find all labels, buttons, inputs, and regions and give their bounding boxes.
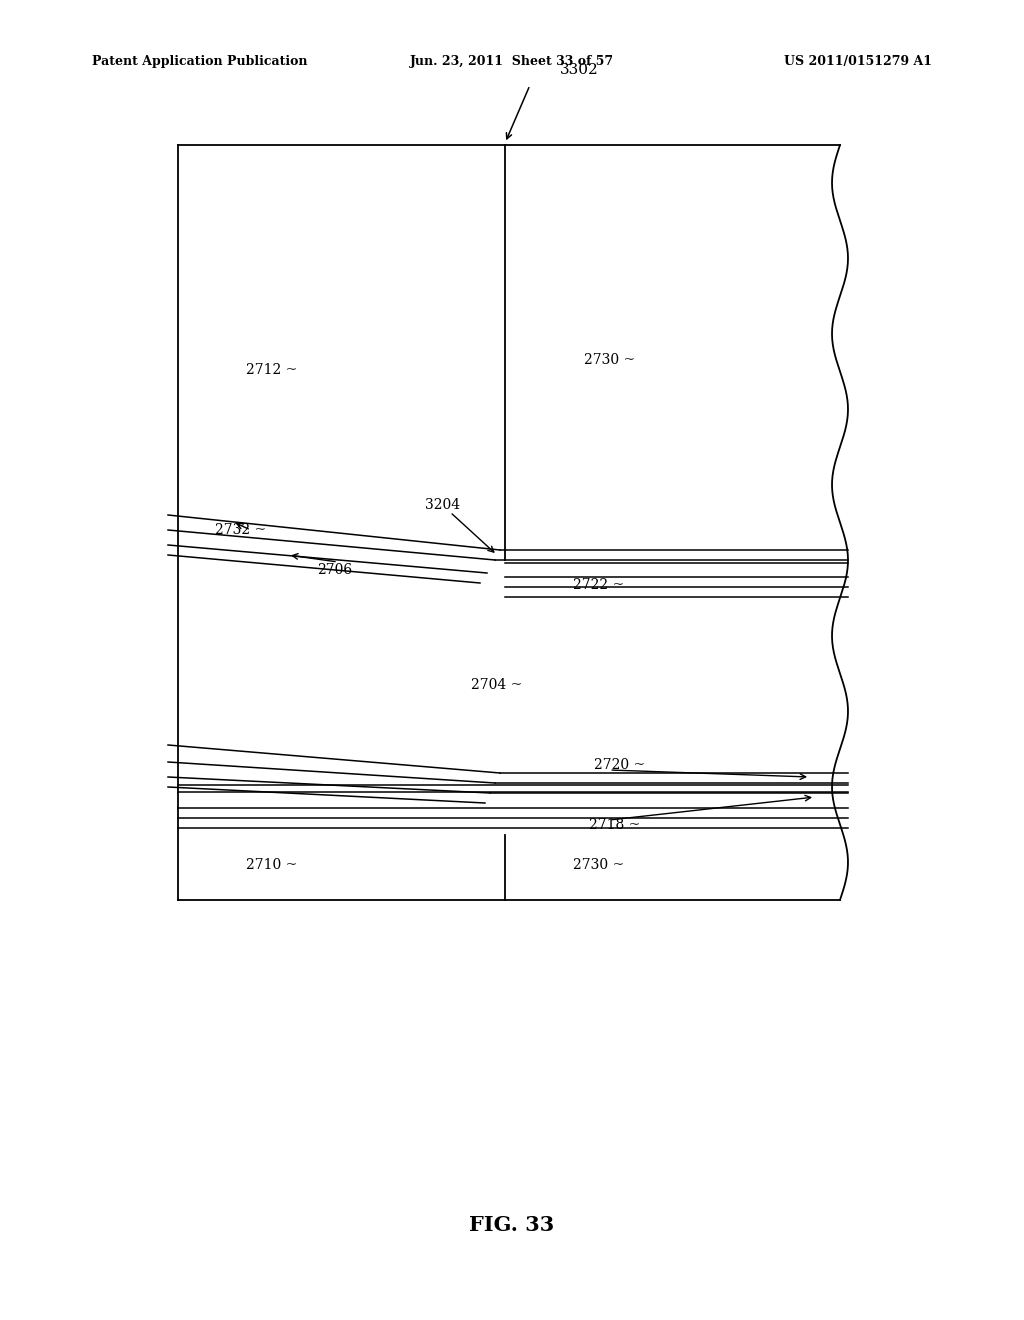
Text: 2732 ~: 2732 ~ bbox=[215, 523, 266, 537]
Text: Jun. 23, 2011  Sheet 33 of 57: Jun. 23, 2011 Sheet 33 of 57 bbox=[410, 55, 614, 69]
Text: 2710 ~: 2710 ~ bbox=[246, 858, 297, 873]
Text: 2720 ~: 2720 ~ bbox=[594, 758, 645, 772]
Text: Patent Application Publication: Patent Application Publication bbox=[92, 55, 307, 69]
Text: 2718 ~: 2718 ~ bbox=[589, 818, 640, 832]
Text: 2712 ~: 2712 ~ bbox=[246, 363, 297, 378]
Text: 3302: 3302 bbox=[560, 63, 599, 77]
Text: 2706: 2706 bbox=[317, 564, 352, 577]
Text: 3204: 3204 bbox=[425, 498, 460, 512]
Text: 2730 ~: 2730 ~ bbox=[584, 352, 635, 367]
Text: 2730 ~: 2730 ~ bbox=[573, 858, 625, 873]
Text: 2722 ~: 2722 ~ bbox=[573, 578, 625, 591]
Text: FIG. 33: FIG. 33 bbox=[469, 1214, 555, 1236]
Text: 2704 ~: 2704 ~ bbox=[471, 678, 522, 692]
Text: US 2011/0151279 A1: US 2011/0151279 A1 bbox=[783, 55, 932, 69]
